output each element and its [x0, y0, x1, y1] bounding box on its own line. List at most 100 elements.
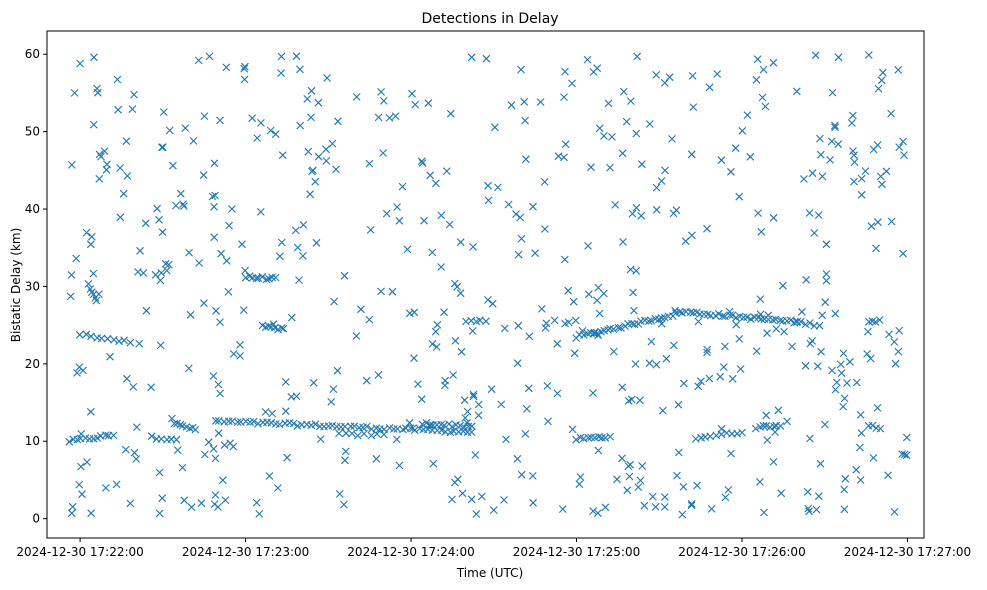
data-point — [780, 327, 788, 336]
data-point — [87, 509, 95, 518]
data-point — [752, 75, 761, 84]
data-point — [93, 84, 101, 93]
data-point — [855, 443, 864, 452]
data-point — [776, 316, 784, 325]
data-point — [668, 135, 676, 143]
data-point — [426, 421, 435, 430]
data-point — [471, 451, 480, 459]
data-point — [514, 321, 523, 330]
data-point — [759, 421, 768, 430]
data-point — [771, 315, 780, 324]
data-point — [779, 281, 787, 290]
data-point — [816, 459, 825, 468]
x-axis: 2024-12-30 17:22:00 2024-12-30 17:23:00 20… — [16, 538, 971, 559]
data-point — [468, 327, 477, 335]
data-point — [432, 343, 441, 351]
data-point — [864, 51, 873, 59]
data-point — [900, 450, 909, 459]
data-point — [277, 69, 285, 77]
data-point — [273, 484, 282, 492]
data-point — [622, 117, 631, 126]
data-point — [179, 200, 187, 208]
data-point — [306, 190, 314, 199]
data-point — [705, 83, 714, 92]
data-point — [774, 406, 783, 415]
data-point — [77, 430, 86, 438]
y-tick-label: 30 — [25, 279, 40, 293]
data-point — [878, 180, 886, 189]
data-point — [751, 424, 760, 433]
data-point — [681, 237, 690, 246]
data-point — [651, 503, 660, 511]
data-point — [295, 276, 303, 284]
data-point — [599, 289, 608, 298]
data-point — [757, 227, 766, 236]
data-point — [169, 161, 177, 170]
data-point — [571, 316, 580, 325]
data-point — [482, 317, 490, 326]
data-point — [674, 400, 683, 409]
data-point — [221, 496, 230, 504]
data-point — [861, 167, 870, 175]
data-point — [429, 459, 438, 468]
x-tick-label: 2024-12-30 17:23:00 — [182, 545, 309, 559]
data-point — [822, 270, 831, 278]
data-point — [377, 287, 385, 296]
data-point — [445, 220, 454, 229]
data-point — [73, 369, 81, 377]
data-point — [572, 435, 580, 444]
data-point — [882, 167, 891, 176]
data-point — [70, 89, 79, 97]
data-point — [814, 211, 823, 219]
data-point — [130, 448, 139, 457]
data-point — [446, 109, 455, 118]
data-point — [428, 340, 437, 348]
data-point — [713, 70, 722, 78]
data-point — [595, 309, 604, 318]
data-point — [405, 418, 414, 427]
data-point — [558, 505, 567, 513]
data-point — [609, 325, 618, 334]
data-point — [871, 318, 880, 326]
x-tick-label: 2024-12-30 17:22:00 — [16, 545, 143, 559]
data-point — [328, 139, 337, 148]
data-point — [293, 422, 302, 430]
data-point — [211, 454, 220, 463]
data-point — [180, 496, 189, 505]
data-point — [114, 105, 122, 114]
y-axis: 0 10 20 30 40 50 60 — [25, 47, 47, 526]
data-point — [391, 112, 400, 120]
data-point — [84, 280, 93, 288]
data-point — [87, 232, 96, 241]
data-point — [800, 175, 808, 183]
data-point — [267, 418, 276, 427]
x-tick-label: 2024-12-30 17:25:00 — [513, 545, 640, 559]
data-point — [279, 324, 288, 333]
data-point — [529, 498, 537, 507]
data-point — [216, 389, 224, 398]
data-point — [514, 250, 523, 259]
data-point — [403, 245, 412, 254]
data-point — [801, 320, 810, 329]
data-point — [240, 75, 249, 84]
data-point — [887, 217, 896, 226]
data-point — [382, 209, 391, 218]
data-point — [136, 246, 144, 255]
data-point — [433, 320, 442, 329]
data-point — [678, 510, 687, 519]
data-point — [248, 114, 257, 123]
data-point — [116, 213, 125, 222]
data-point — [619, 87, 628, 96]
data-point — [764, 311, 773, 320]
data-point — [831, 385, 840, 394]
data-point — [426, 420, 434, 429]
data-point — [613, 475, 621, 484]
data-point — [874, 84, 883, 93]
data-point — [184, 364, 193, 373]
data-point — [141, 219, 150, 228]
data-point — [703, 348, 711, 357]
data-point — [568, 79, 576, 88]
data-point — [456, 238, 465, 247]
data-point — [258, 272, 267, 281]
data-point — [895, 326, 904, 335]
